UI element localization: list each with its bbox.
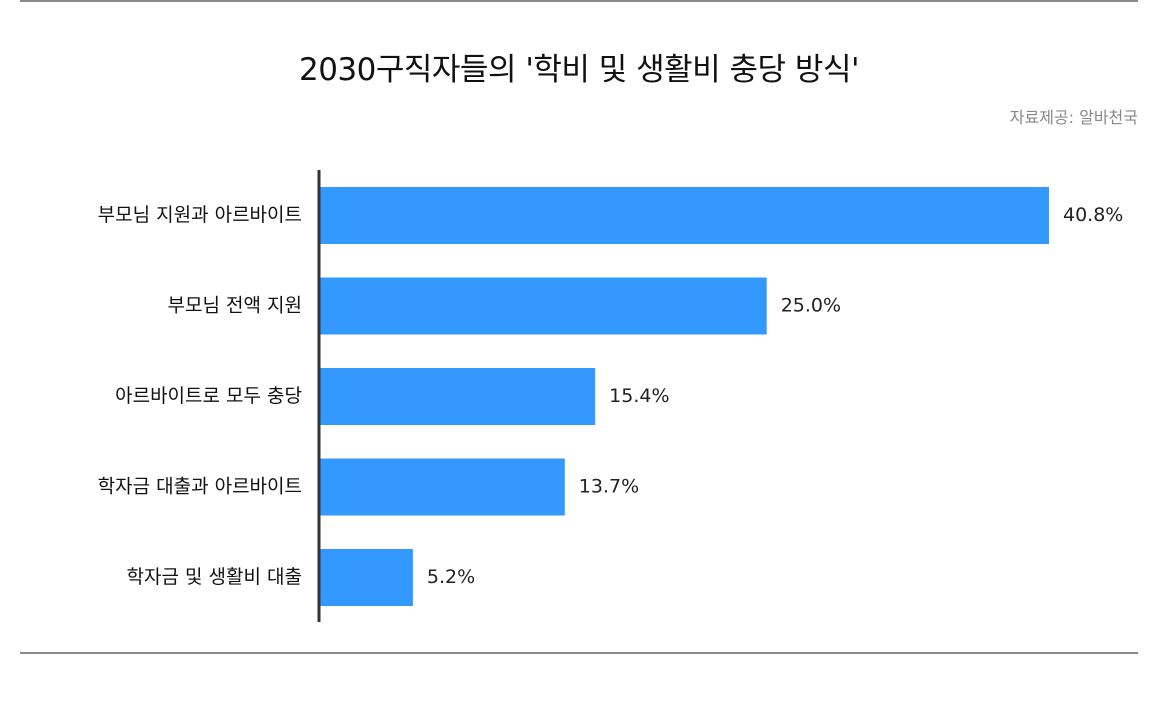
source-credit: 자료제공: 알바천국 <box>1009 108 1138 127</box>
category-label-2: 아르바이트로 모두 충당 <box>115 385 302 407</box>
value-label-1: 25.0% <box>781 295 841 317</box>
bar-2 <box>320 368 596 425</box>
value-label-0: 40.8% <box>1063 204 1123 226</box>
bar-1 <box>320 277 767 335</box>
bar-3 <box>320 458 565 516</box>
bottom-rule <box>20 652 1138 654</box>
value-label-2: 15.4% <box>609 385 669 407</box>
value-label-4: 5.2% <box>427 566 475 588</box>
category-label-0: 부모님 지원과 아르바이트 <box>98 204 302 226</box>
bar-0 <box>320 187 1049 244</box>
value-label-3: 13.7% <box>579 476 639 498</box>
category-label-3: 학자금 대출과 아르바이트 <box>98 476 302 498</box>
top-rule <box>20 0 1138 2</box>
category-label-1: 부모님 전액 지원 <box>168 295 302 317</box>
chart-title: 2030구직자들의 '학비 및 생활비 충당 방식' <box>298 52 860 88</box>
bar-4 <box>320 549 413 606</box>
category-label-4: 학자금 및 생활비 대출 <box>127 566 302 588</box>
